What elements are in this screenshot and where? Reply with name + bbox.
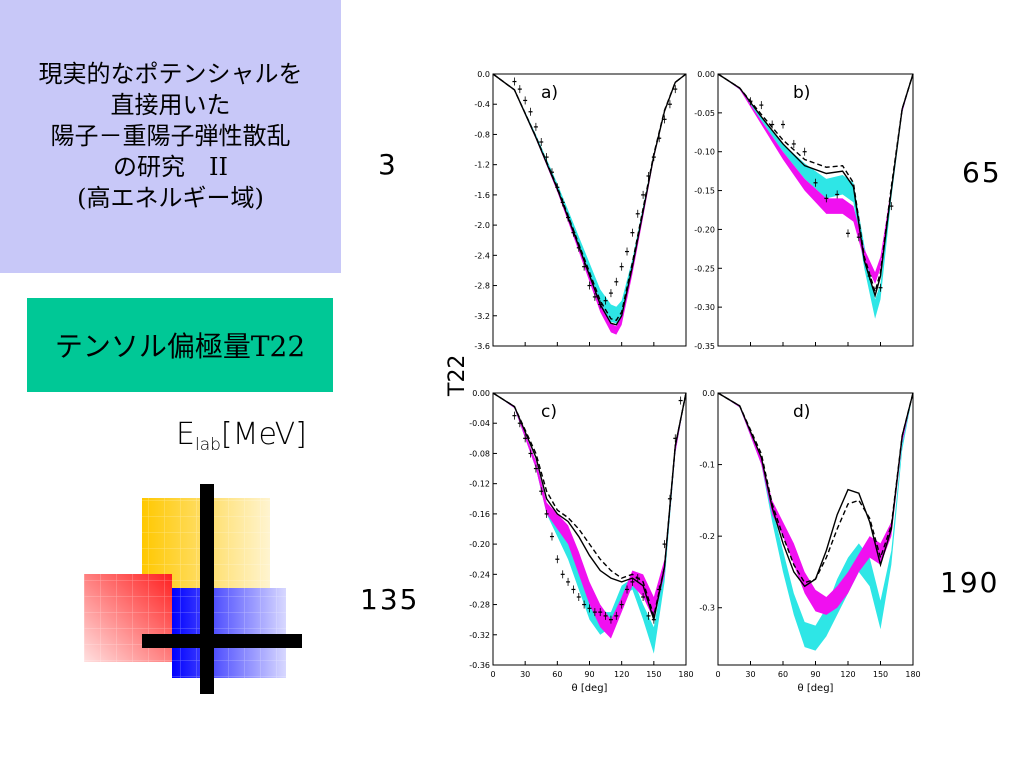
dashed-curve: [717, 73, 914, 295]
x-axis-label: θ [deg]: [798, 683, 834, 694]
y-tick-label: -0.36: [469, 661, 490, 670]
horizontal-bar: [142, 634, 302, 648]
y-tick-label: -0.2: [699, 532, 715, 541]
y-tick-label: -0.10: [694, 148, 715, 157]
solid-curve: [717, 392, 914, 588]
y-tick-label: -3.6: [474, 342, 490, 351]
title-line-4: の研究 II: [113, 153, 228, 181]
panel-label: b): [793, 83, 810, 103]
x-tick-label: 0: [490, 670, 495, 679]
y-tick-label: 0.00: [472, 389, 490, 398]
y-tick-label: -0.04: [469, 419, 490, 428]
x-tick-label: 0: [715, 670, 720, 679]
panel-frame: [492, 73, 687, 347]
x-tick-label: 180: [905, 670, 920, 679]
y-tick-label: -0.8: [474, 130, 490, 139]
y-tick-label: -2.4: [474, 251, 490, 260]
y-tick-label: -0.25: [694, 264, 715, 273]
title-box: 現実的なポテンシャルを 直接用いた 陽子－重陽子弾性散乱 の研究 II (高エネ…: [0, 0, 341, 273]
x-tick-label: 30: [520, 670, 530, 679]
y-tick-label: -0.28: [469, 601, 490, 610]
dashed-curve: [492, 392, 687, 619]
title-line-5: (高エネルギー域): [77, 184, 264, 212]
magenta-band: [493, 74, 686, 335]
y-tick-label: -0.20: [694, 225, 715, 234]
x-tick-label: 30: [745, 670, 755, 679]
y-tick-label: 0.00: [697, 70, 715, 79]
x-tick-label: 150: [873, 670, 888, 679]
energy-label-d: 190: [940, 566, 1000, 599]
title-line-1: 現実的なポテンシャルを: [38, 60, 303, 88]
x-tick-label: 90: [810, 670, 820, 679]
x-axis-label: θ [deg]: [572, 683, 608, 694]
y-tick-label: -0.32: [469, 631, 490, 640]
cyan-band: [493, 393, 686, 654]
y-tick-label: -2.0: [474, 221, 490, 230]
panel-label: a): [541, 83, 558, 103]
y-tick-label: -0.08: [469, 449, 490, 458]
tensor-label: テンソル偏極量T22: [54, 330, 306, 363]
shared-y-axis-label: T22: [445, 355, 470, 397]
y-tick-label: 0.0: [702, 389, 715, 398]
x-tick-label: 150: [646, 670, 661, 679]
y-tick-label: -0.12: [469, 480, 490, 489]
dashed-curve: [492, 73, 687, 322]
elab-unit: [MeV]: [220, 417, 307, 452]
t22-chart-grid: 0.0 -0.4 -0.8 -1.2 -1.6 -2.0 -2.4 -2.8 -3.2 -3.6 a…: [445, 70, 921, 694]
dashed-curve: [717, 392, 914, 584]
energy-axis-label: Elab[MeV]: [176, 417, 307, 455]
x-tick-label: 90: [584, 670, 594, 679]
x-tick-label: 60: [552, 670, 562, 679]
panel-frame: [717, 73, 914, 347]
y-tick-label: -0.30: [694, 303, 715, 312]
elab-sub: lab: [194, 435, 221, 455]
y-tick-label: -0.15: [694, 187, 715, 196]
x-tick-label: 60: [778, 670, 788, 679]
panel-label: c): [541, 402, 557, 422]
x-tick-label: 120: [614, 670, 629, 679]
tensor-label-box: テンソル偏極量T22: [27, 298, 333, 392]
y-tick-label: -0.05: [694, 109, 715, 118]
y-tick-label: 0.0: [477, 70, 490, 79]
y-tick-label: -0.4: [474, 100, 490, 109]
elab-main: E: [176, 417, 195, 452]
y-tick-label: -2.8: [474, 282, 490, 291]
panel-label: d): [793, 402, 810, 422]
y-tick-label: -0.20: [469, 540, 490, 549]
energy-label-b: 65: [962, 156, 1002, 189]
y-tick-label: -0.1: [699, 461, 715, 470]
y-tick-label: -3.2: [474, 312, 490, 321]
vertical-bar: [200, 484, 214, 694]
y-tick-label: -0.16: [469, 510, 490, 519]
panel-frame: [717, 392, 914, 666]
solid-curve: [717, 73, 914, 298]
y-tick-label: -0.3: [699, 604, 715, 613]
energy-label-a: 3: [378, 148, 398, 181]
title-line-3: 陽子－重陽子弾性散乱: [50, 122, 291, 150]
y-tick-label: -1.2: [474, 161, 490, 170]
y-tick-label: -1.6: [474, 191, 490, 200]
x-tick-label: 120: [840, 670, 855, 679]
cyan-band: [718, 393, 913, 651]
title-line-2: 直接用いた: [110, 91, 231, 119]
energy-label-c: 135: [360, 583, 420, 616]
y-tick-label: -0.35: [694, 342, 715, 351]
x-tick-label: 180: [678, 670, 693, 679]
decorative-squares-graphic: [84, 484, 302, 694]
magenta-band: [718, 393, 913, 615]
y-tick-label: -0.24: [469, 570, 490, 579]
